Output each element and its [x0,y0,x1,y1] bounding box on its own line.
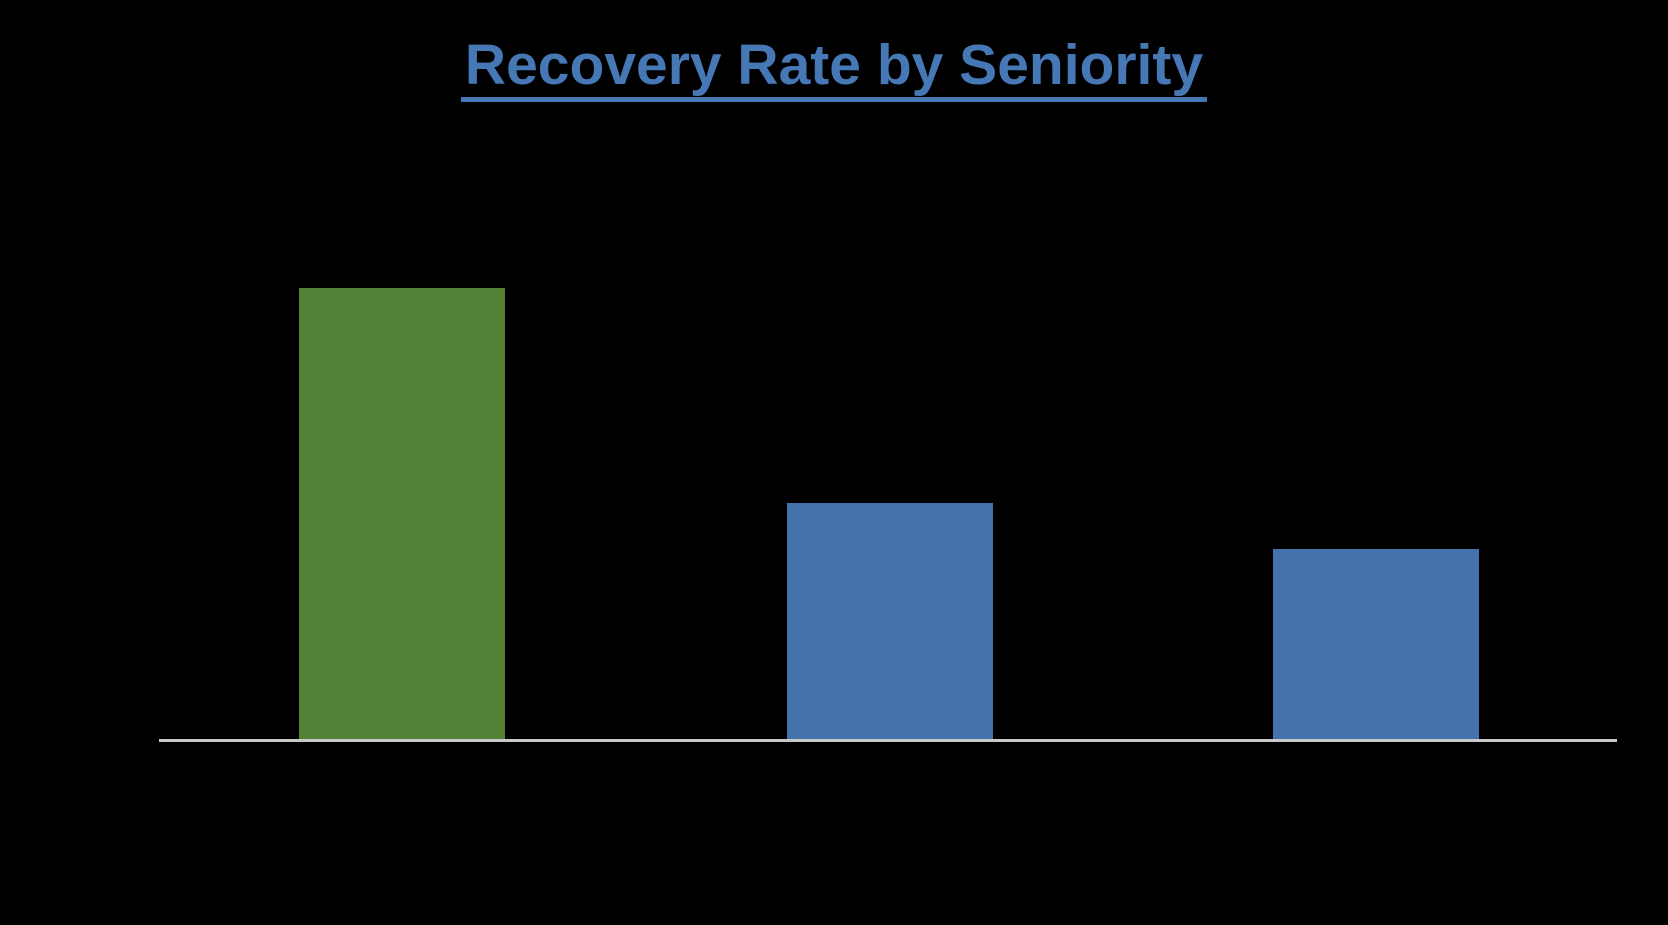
x-axis-line [159,739,1617,742]
plot-area [159,288,1617,742]
chart-title: Recovery Rate by Seniority [460,37,1208,102]
bar-1 [299,288,505,739]
bar-2 [787,503,993,739]
bar-3 [1273,549,1479,739]
